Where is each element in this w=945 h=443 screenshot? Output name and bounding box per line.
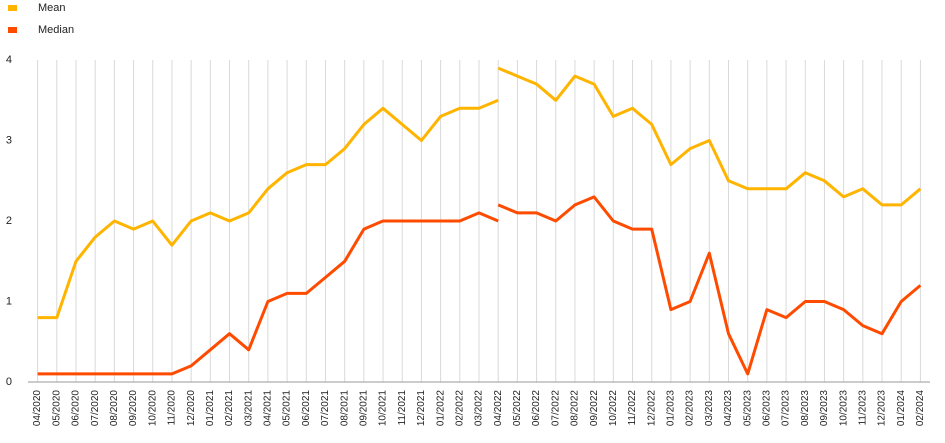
x-tick-label: 07/2021 — [320, 390, 331, 427]
x-tick-label: 10/2021 — [378, 390, 389, 427]
y-tick-label: 4 — [6, 54, 12, 66]
x-tick-label: 05/2023 — [742, 390, 753, 427]
y-tick-label: 0 — [6, 376, 12, 388]
x-tick-label: 03/2023 — [704, 390, 715, 427]
x-tick-label: 08/2021 — [339, 390, 350, 427]
legend-label: Median — [38, 24, 74, 36]
x-tick-label: 07/2023 — [781, 390, 792, 427]
x-tick-label: 12/2022 — [646, 390, 657, 427]
x-tick-label: 03/2022 — [474, 390, 485, 427]
x-tick-label: 09/2023 — [819, 390, 830, 427]
series-line — [37, 211, 499, 376]
x-tick-label: 05/2022 — [512, 390, 523, 427]
legend-label: Mean — [38, 2, 66, 14]
x-tick-label: 12/2023 — [877, 390, 888, 427]
x-tick-label: 09/2021 — [358, 390, 369, 427]
x-tick-label: 11/2021 — [397, 390, 408, 426]
x-tick-label: 02/2022 — [454, 390, 465, 427]
x-tick-label: 01/2023 — [666, 390, 677, 427]
x-tick-label: 06/2023 — [762, 390, 773, 427]
x-tick-label: 10/2020 — [147, 390, 158, 427]
x-tick-label: 01/2022 — [435, 390, 446, 427]
x-tick-label: 10/2023 — [838, 390, 849, 427]
x-tick-label: 06/2021 — [301, 390, 312, 427]
x-tick-label: 01/2024 — [896, 390, 907, 427]
x-tick-label: 04/2022 — [493, 390, 504, 427]
x-tick-label: 07/2022 — [550, 390, 561, 427]
x-tick-label: 08/2023 — [800, 390, 811, 427]
x-tick-label: 11/2022 — [627, 390, 638, 426]
series-line — [37, 98, 499, 320]
x-tick-label: 10/2022 — [608, 390, 619, 427]
x-tick-label: 04/2020 — [32, 390, 43, 427]
series-line — [497, 66, 922, 207]
x-tick-label: 08/2020 — [109, 390, 120, 427]
x-tick-label: 07/2020 — [90, 390, 101, 427]
x-tick-label: 06/2020 — [71, 390, 82, 427]
legend-swatch — [8, 27, 17, 33]
legend-swatch — [8, 5, 17, 11]
x-tick-label: 05/2020 — [51, 390, 62, 427]
x-tick-label: 03/2021 — [243, 390, 254, 427]
y-tick-label: 3 — [6, 134, 12, 146]
x-tick-label: 02/2023 — [685, 390, 696, 427]
x-tick-label: 11/2023 — [857, 390, 868, 426]
x-tick-label: 11/2020 — [167, 390, 178, 426]
x-tick-label: 09/2020 — [128, 390, 139, 427]
y-tick-label: 2 — [6, 215, 12, 227]
x-tick-label: 02/2024 — [915, 390, 926, 427]
x-tick-label: 08/2022 — [570, 390, 581, 427]
x-tick-label: 01/2021 — [205, 390, 216, 427]
y-tick-label: 1 — [6, 295, 12, 307]
x-tick-label: 02/2021 — [224, 390, 235, 427]
x-tick-label: 12/2021 — [416, 390, 427, 427]
x-tick-label: 09/2022 — [589, 390, 600, 427]
x-tick-label: 12/2020 — [186, 390, 197, 427]
x-tick-label: 04/2023 — [723, 390, 734, 427]
x-tick-label: 05/2021 — [282, 390, 293, 427]
x-tick-label: 06/2022 — [531, 390, 542, 427]
series-line — [497, 195, 922, 376]
x-tick-label: 04/2021 — [263, 390, 274, 427]
